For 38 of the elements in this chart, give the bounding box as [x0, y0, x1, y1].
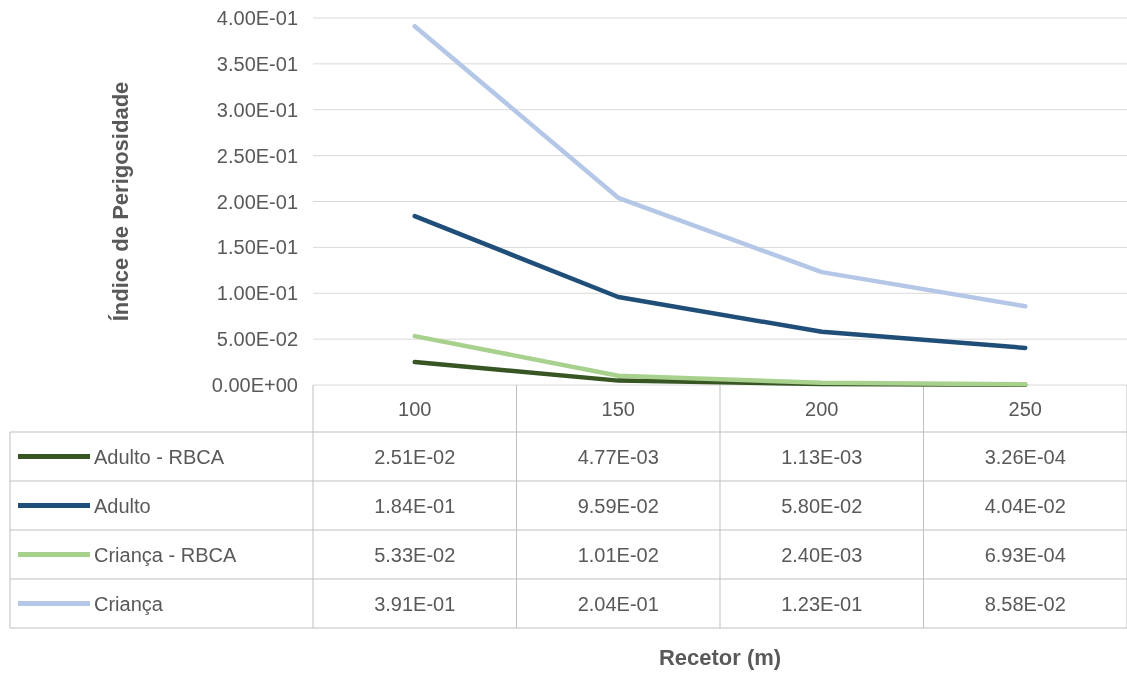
data-label: 2.04E-01: [577, 592, 659, 615]
legend-label: Adulto: [94, 494, 151, 517]
y-tick-label: 0.00E+00: [211, 374, 298, 396]
data-label: 3.91E-01: [374, 592, 456, 615]
data-label: 2.51E-02: [374, 445, 456, 468]
line-series: [412, 333, 1028, 387]
legend-label: Criança: [94, 592, 164, 615]
data-label: 4.77E-03: [577, 445, 659, 468]
x-tick-label: 200: [805, 397, 839, 420]
x-tick-label: 150: [601, 397, 635, 420]
x-tick-label: 100: [398, 397, 432, 420]
data-label: 9.59E-02: [577, 494, 659, 517]
y-tick-label: 4.00E-01: [216, 7, 298, 29]
y-tick-label: 1.00E-01: [216, 282, 298, 305]
y-tick-label: 5.00E-02: [216, 328, 298, 351]
line-series: [412, 24, 1028, 309]
legend-label: Adulto - RBCA: [94, 445, 225, 468]
data-label: 3.26E-04: [984, 445, 1066, 468]
data-label: 4.04E-02: [984, 494, 1066, 517]
line-series: [412, 213, 1028, 351]
data-label: 2.40E-03: [781, 543, 863, 566]
data-label: 1.23E-01: [781, 592, 863, 615]
data-label: 1.13E-03: [781, 445, 863, 468]
data-label: 1.01E-02: [577, 543, 659, 566]
y-tick-label: 3.00E-01: [216, 98, 298, 121]
data-label: 1.84E-01: [374, 494, 456, 517]
legend-label: Criança - RBCA: [94, 543, 237, 566]
y-tick-label: 2.00E-01: [216, 190, 298, 213]
y-tick-label: 2.50E-01: [216, 144, 298, 167]
y-tick-label: 1.50E-01: [216, 236, 298, 259]
y-tick-label: 3.50E-01: [216, 52, 298, 75]
data-label: 8.58E-02: [984, 592, 1066, 615]
data-label: 5.80E-02: [781, 494, 863, 517]
text: Recetor (m): [658, 645, 782, 670]
data-label: 5.33E-02: [374, 543, 456, 566]
y-axis-title: Índice de Perigosidade: [108, 81, 133, 322]
x-tick-label: 250: [1008, 397, 1042, 420]
data-label: 6.93E-04: [984, 543, 1066, 566]
